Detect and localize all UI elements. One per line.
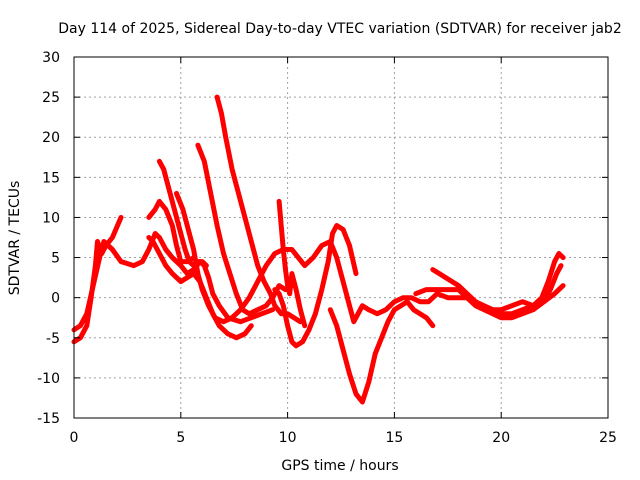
x-tick-label: 25: [599, 430, 617, 446]
y-tick-label: -5: [46, 331, 60, 347]
x-tick-label: 10: [279, 430, 297, 446]
series-track-2: [71, 231, 276, 333]
plot-frame: [73, 56, 609, 419]
x-axis-label: GPS time / hours: [281, 458, 398, 474]
x-tick-label: 5: [176, 430, 185, 446]
y-axis-label: SDTVAR / TECUs: [7, 181, 23, 296]
series-track-10: [272, 223, 359, 349]
y-tick-label: 20: [42, 130, 60, 146]
grid-lines: [74, 57, 608, 418]
y-tick-label: -15: [37, 411, 60, 427]
series-track-5: [156, 158, 209, 269]
series-track-1: [71, 214, 124, 345]
y-tick-labels: -15 -10 -5 0 5 10 15 20 25 30: [37, 50, 60, 427]
axis-ticks: [73, 56, 609, 419]
y-tick-label: 0: [51, 291, 60, 307]
y-tick-label: -10: [37, 371, 60, 387]
y-tick-label: 5: [51, 251, 60, 267]
data-tracks: [71, 94, 566, 405]
x-tick-label: 20: [492, 430, 510, 446]
y-tick-label: 15: [42, 170, 60, 186]
y-tick-label: 30: [42, 50, 60, 66]
x-tick-labels: 0 5 10 15 20 25: [70, 430, 617, 446]
series-track-9: [276, 198, 308, 329]
x-tick-label: 0: [70, 430, 79, 446]
chart-title: Day 114 of 2025, Sidereal Day-to-day VTE…: [58, 21, 621, 37]
series-track-12: [430, 251, 566, 317]
x-tick-label: 15: [385, 430, 403, 446]
series-track-4: [146, 198, 197, 265]
series-track-13: [413, 263, 564, 321]
y-tick-label: 25: [42, 90, 60, 106]
series-track-11: [327, 299, 436, 405]
y-tick-label: 10: [42, 210, 60, 226]
